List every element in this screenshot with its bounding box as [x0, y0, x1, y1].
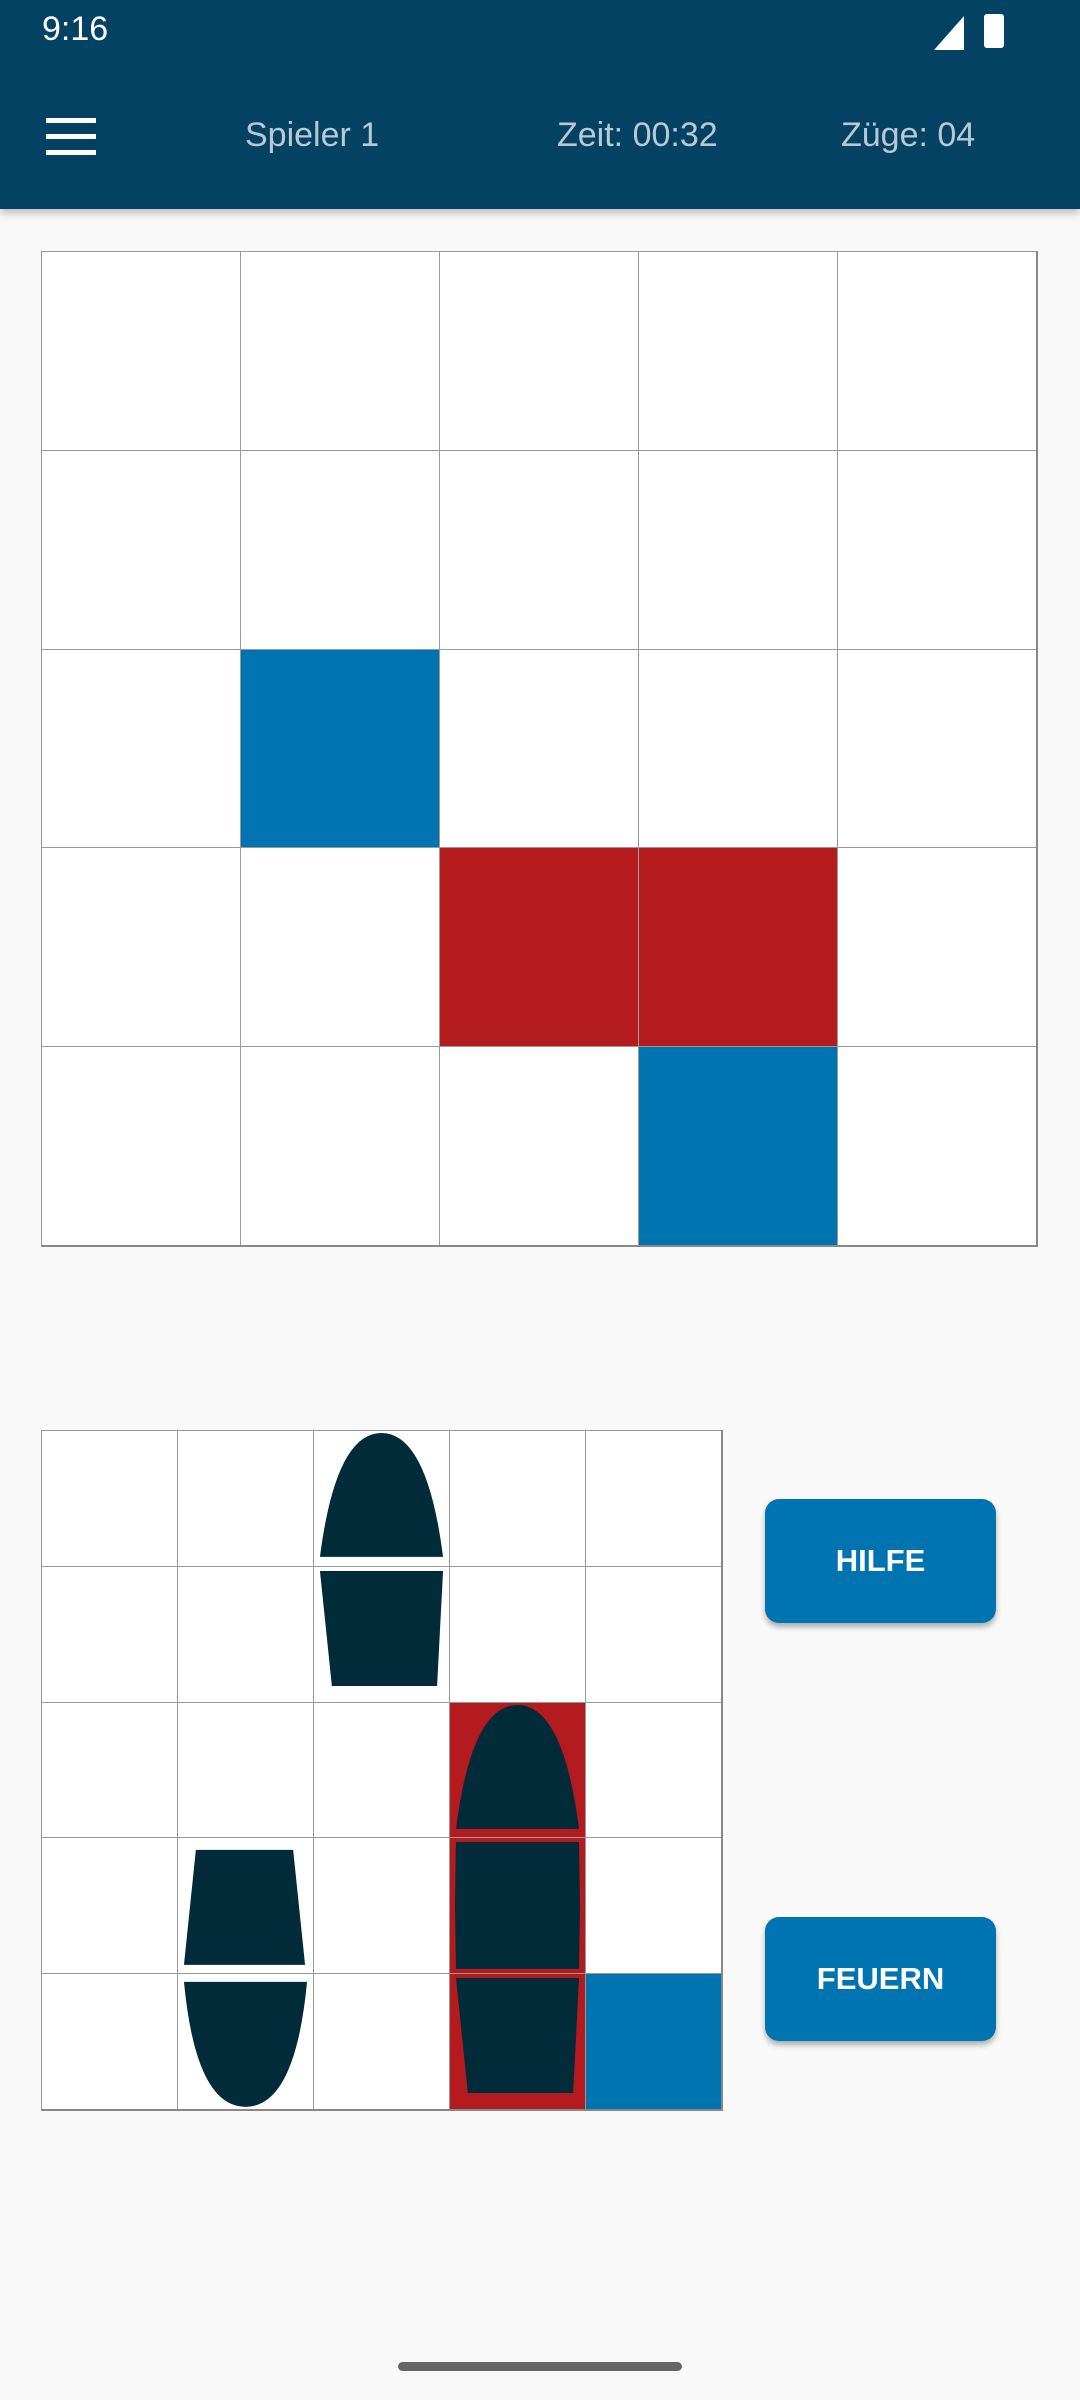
own-cell-empty[interactable]: [41, 1837, 177, 1974]
own-cell-hit[interactable]: [449, 1837, 585, 1974]
own-cell-empty[interactable]: [41, 1430, 177, 1566]
opponent-cell-empty[interactable]: [41, 449, 240, 649]
ship-bow-down-icon: [183, 1982, 308, 2108]
own-cell-miss[interactable]: [585, 1973, 721, 2109]
opponent-cell-miss[interactable]: [638, 1046, 837, 1245]
opponent-cell-empty[interactable]: [240, 449, 439, 649]
hamburger-menu-icon[interactable]: [46, 118, 96, 155]
opponent-cell-empty[interactable]: [638, 648, 837, 848]
ship-bow-up-icon: [455, 1704, 580, 1829]
opponent-cell-empty[interactable]: [240, 847, 439, 1047]
opponent-cell-empty[interactable]: [837, 648, 1036, 848]
moves-label: Züge: 04: [841, 116, 976, 154]
opponent-cell-empty[interactable]: [41, 648, 240, 848]
opponent-cell-empty[interactable]: [41, 1046, 240, 1245]
opponent-cell-empty[interactable]: [240, 1046, 439, 1245]
own-cell-empty[interactable]: [313, 1837, 449, 1974]
opponent-cell-empty[interactable]: [41, 847, 240, 1047]
opponent-cell-empty[interactable]: [439, 648, 638, 848]
opponent-cell-empty[interactable]: [638, 251, 837, 450]
own-cell-empty[interactable]: [41, 1973, 177, 2109]
opponent-cell-empty[interactable]: [837, 251, 1036, 450]
own-cell-empty[interactable]: [449, 1565, 585, 1702]
help-button[interactable]: HILFE: [765, 1499, 996, 1623]
opponent-cell-empty[interactable]: [439, 251, 638, 450]
own-cell-empty[interactable]: [585, 1837, 721, 1974]
signal-icon: [934, 16, 968, 50]
own-cell-empty[interactable]: [449, 1430, 585, 1566]
app-bar: 9:16 Spieler 1 Zeit: 00:32 Züge: 04: [0, 0, 1080, 209]
opponent-cell-empty[interactable]: [439, 449, 638, 649]
opponent-cell-empty[interactable]: [837, 449, 1036, 649]
own-grid: [41, 1430, 723, 2111]
ship-stern-above-icon: [183, 1850, 306, 1966]
own-cell-empty[interactable]: [313, 1973, 449, 2109]
fire-button[interactable]: FEUERN: [765, 1917, 996, 2041]
own-cell-empty[interactable]: [177, 1565, 313, 1702]
ship-middle-icon: [454, 1842, 581, 1970]
own-cell-empty[interactable]: [313, 1430, 449, 1566]
player-label: Spieler 1: [245, 116, 380, 154]
own-cell-empty[interactable]: [313, 1565, 449, 1702]
status-time: 9:16: [42, 10, 109, 48]
own-cell-empty[interactable]: [585, 1701, 721, 1838]
own-cell-empty[interactable]: [585, 1565, 721, 1702]
opponent-cell-hit[interactable]: [638, 847, 837, 1047]
own-cell-empty[interactable]: [41, 1565, 177, 1702]
own-cell-empty[interactable]: [177, 1973, 313, 2109]
own-cell-empty[interactable]: [177, 1430, 313, 1566]
opponent-cell-empty[interactable]: [41, 251, 240, 450]
ship-stern-below-icon: [455, 1978, 580, 2094]
own-cell-empty[interactable]: [177, 1701, 313, 1838]
battery-icon: [984, 14, 1004, 48]
timer-label: Zeit: 00:32: [557, 116, 718, 154]
own-cell-hit[interactable]: [449, 1973, 585, 2109]
ship-stern-below-icon: [319, 1570, 444, 1686]
opponent-cell-empty[interactable]: [439, 1046, 638, 1245]
opponent-cell-empty[interactable]: [837, 1046, 1036, 1245]
opponent-cell-hit[interactable]: [439, 847, 638, 1047]
ship-bow-up-icon: [319, 1432, 444, 1557]
own-cell-empty[interactable]: [177, 1837, 313, 1974]
own-cell-empty[interactable]: [585, 1430, 721, 1566]
opponent-cell-empty[interactable]: [638, 449, 837, 649]
own-cell-empty[interactable]: [313, 1701, 449, 1838]
opponent-cell-empty[interactable]: [240, 251, 439, 450]
own-cell-empty[interactable]: [41, 1701, 177, 1838]
home-indicator[interactable]: [398, 2362, 682, 2371]
opponent-cell-miss[interactable]: [240, 648, 439, 848]
own-cell-hit[interactable]: [449, 1701, 585, 1838]
opponent-grid: [41, 251, 1038, 1247]
opponent-cell-empty[interactable]: [837, 847, 1036, 1047]
